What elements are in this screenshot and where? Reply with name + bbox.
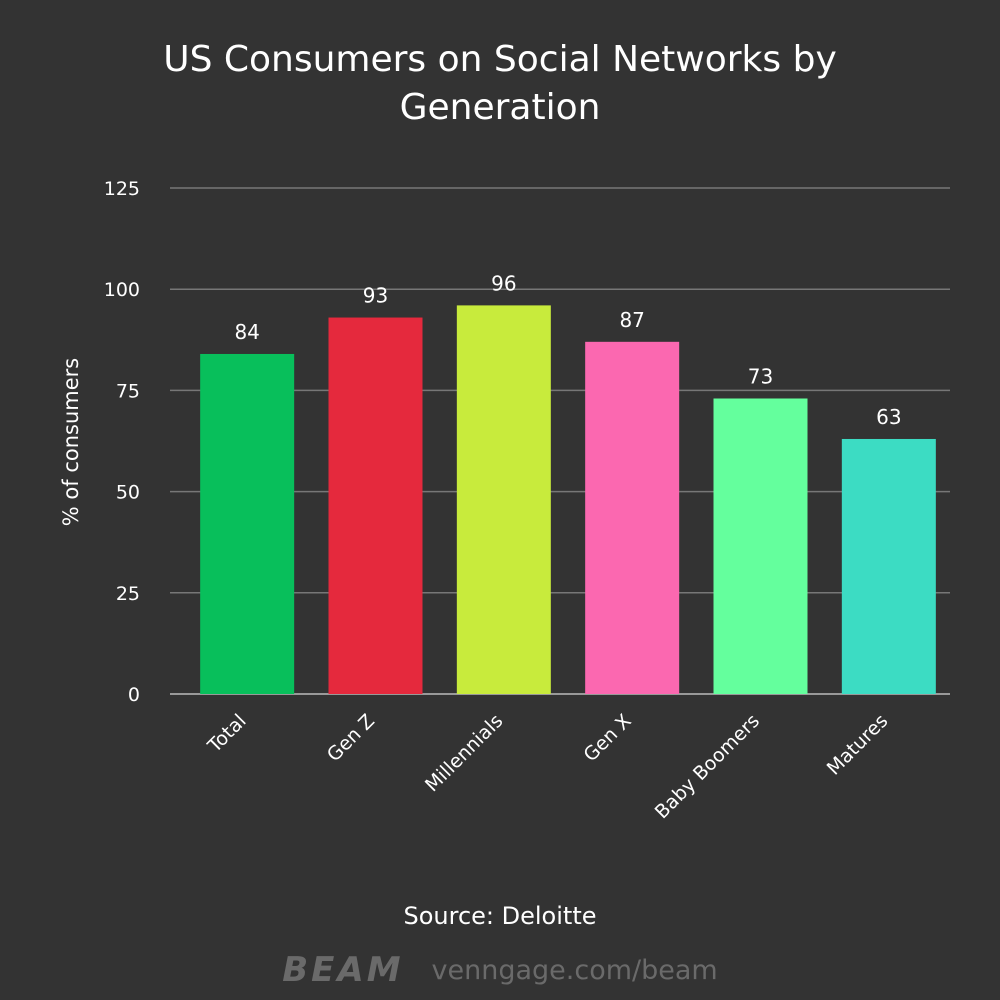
y-tick-label: 100 (104, 279, 140, 301)
footer: BEAM venngage.com/beam (0, 950, 1000, 990)
x-tick-label: Total (203, 710, 251, 758)
value-label: 73 (748, 364, 773, 388)
value-label: 96 (491, 271, 516, 295)
x-axis-labels: Total Gen Z Millennials Gen X Baby Boomers Ma… (203, 710, 892, 823)
beam-logo: BEAM (282, 950, 404, 990)
y-axis-label: % of consumers (59, 358, 83, 526)
y-axis-ticks: 0 25 50 75 100 125 (104, 178, 140, 706)
value-label: 63 (876, 405, 901, 429)
y-tick-label: 0 (128, 684, 140, 706)
x-tick-label: Baby Boomers (651, 710, 764, 823)
bar (713, 398, 808, 694)
y-tick-label: 75 (116, 380, 140, 402)
bar (456, 305, 551, 694)
x-tick-label: Millennials (421, 710, 507, 796)
bar (841, 438, 936, 694)
value-label: 87 (619, 308, 644, 332)
value-label: 84 (234, 320, 259, 344)
x-tick-label: Matures (823, 710, 893, 780)
value-labels: 84 93 96 87 73 63 (234, 271, 901, 429)
y-tick-label: 25 (116, 583, 140, 605)
footer-url: venngage.com/beam (431, 954, 718, 986)
gridlines (170, 187, 950, 695)
bar (585, 341, 680, 694)
x-tick-label: Gen X (579, 710, 635, 766)
y-tick-label: 50 (116, 482, 140, 504)
y-tick-label: 125 (104, 178, 140, 200)
bar (200, 353, 295, 694)
chart-title: US Consumers on Social Networks by Gener… (163, 39, 837, 128)
bar (328, 317, 423, 694)
x-tick-label: Gen Z (323, 710, 379, 766)
bars (200, 305, 936, 694)
value-label: 93 (363, 284, 388, 308)
source-note: Source: Deloitte (403, 902, 597, 930)
